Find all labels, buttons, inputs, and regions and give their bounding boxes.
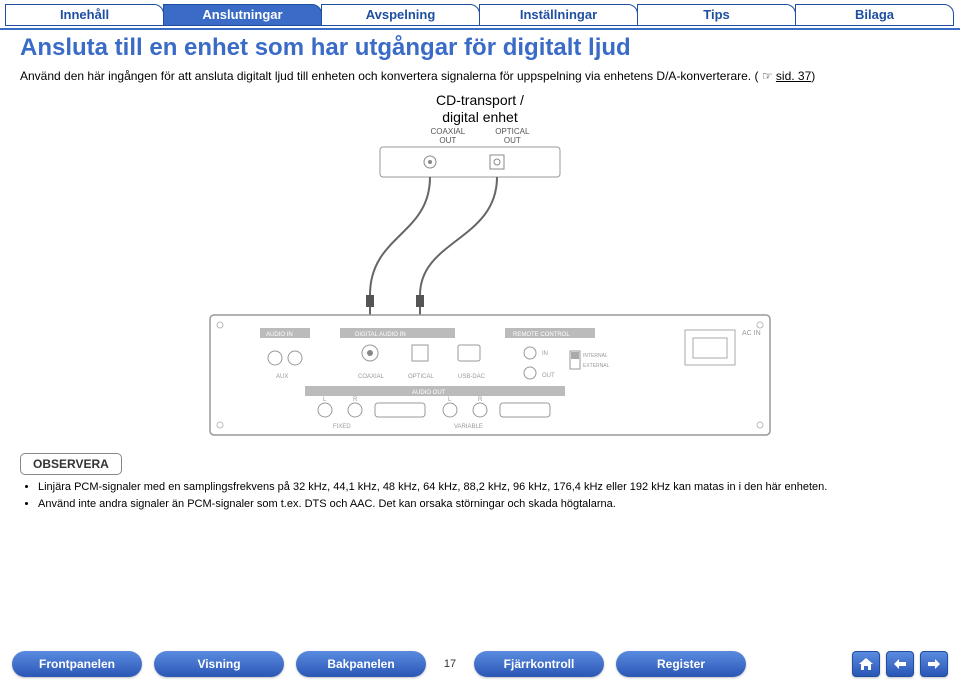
svg-text:R: R <box>353 397 358 403</box>
cd-transport-label: CD-transport / digital enhet <box>130 92 830 126</box>
coaxial-out-label: COAXIALOUT <box>431 128 466 146</box>
page-ref-link[interactable]: sid. 37 <box>776 69 811 83</box>
svg-text:AUDIO IN: AUDIO IN <box>266 332 293 338</box>
svg-text:AUDIO OUT: AUDIO OUT <box>412 390 446 396</box>
next-icon[interactable] <box>920 651 948 677</box>
intro-after: ) <box>811 69 815 83</box>
svg-text:DIGITAL AUDIO IN: DIGITAL AUDIO IN <box>355 332 406 338</box>
tab-tips[interactable]: Tips <box>637 4 796 26</box>
svg-text:FIXED: FIXED <box>333 424 351 430</box>
svg-text:AUX: AUX <box>276 374 288 380</box>
btn-bakpanelen[interactable]: Bakpanelen <box>296 651 426 677</box>
svg-text:R: R <box>478 397 483 403</box>
observer-item: Använd inte andra signaler än PCM-signal… <box>38 496 940 513</box>
btn-register[interactable]: Register <box>616 651 746 677</box>
svg-text:IN: IN <box>542 351 548 357</box>
bottom-bar: Frontpanelen Visning Bakpanelen 17 Fjärr… <box>0 643 960 685</box>
tab-innehall[interactable]: Innehåll <box>5 4 164 26</box>
tab-bilaga[interactable]: Bilaga <box>795 4 954 26</box>
observer-title: OBSERVERA <box>20 453 122 475</box>
btn-frontpanelen[interactable]: Frontpanelen <box>12 651 142 677</box>
intro-body: Använd den här ingången för att ansluta … <box>20 69 758 83</box>
btn-fjarrkontroll[interactable]: Fjärrkontroll <box>474 651 604 677</box>
svg-text:INTERNAL: INTERNAL <box>583 353 608 359</box>
ac-in-label: AC IN <box>742 330 761 337</box>
svg-text:USB-DAC: USB-DAC <box>458 374 486 380</box>
prev-icon[interactable] <box>886 651 914 677</box>
top-nav: Innehåll Anslutningar Avspelning Inställ… <box>0 0 960 30</box>
port-labels: COAXIALOUT OPTICALOUT <box>130 128 830 146</box>
intro-text: Använd den här ingången för att ansluta … <box>20 68 940 84</box>
svg-text:REMOTE CONTROL: REMOTE CONTROL <box>513 332 570 338</box>
svg-text:OPTICAL: OPTICAL <box>408 374 434 380</box>
main-content: Ansluta till en enhet som har utgångar f… <box>0 30 960 512</box>
page-number: 17 <box>438 658 462 670</box>
pointer-icon: ☞ <box>762 69 773 83</box>
observer-box: OBSERVERA Linjära PCM-signaler med en sa… <box>20 453 940 512</box>
svg-text:EXTERNAL: EXTERNAL <box>583 363 610 369</box>
tab-avspelning[interactable]: Avspelning <box>321 4 480 26</box>
svg-text:VARIABLE: VARIABLE <box>454 424 483 430</box>
nav-icon-buttons <box>852 651 948 677</box>
tab-installningar[interactable]: Inställningar <box>479 4 638 26</box>
svg-text:OUT: OUT <box>542 373 555 379</box>
home-icon[interactable] <box>852 651 880 677</box>
svg-text:COAXIAL: COAXIAL <box>358 374 385 380</box>
page-title: Ansluta till en enhet som har utgångar f… <box>20 34 940 62</box>
diagram-svg: AC IN AUDIO IN DIGITAL AUDIO IN REMOTE C… <box>140 145 820 445</box>
btn-visning[interactable]: Visning <box>154 651 284 677</box>
connection-diagram: CD-transport / digital enhet COAXIALOUT … <box>130 92 830 445</box>
observer-item: Linjära PCM-signaler med en samplingsfre… <box>38 479 940 496</box>
tab-anslutningar[interactable]: Anslutningar <box>163 4 322 26</box>
optical-out-label: OPTICALOUT <box>495 128 529 146</box>
